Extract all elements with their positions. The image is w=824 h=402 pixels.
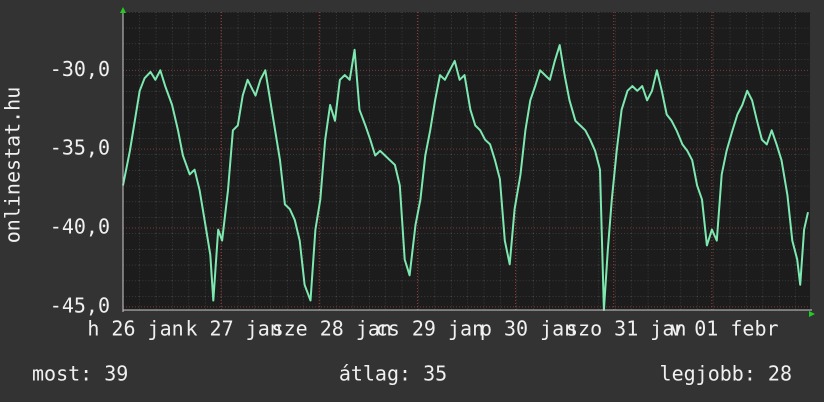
x-tick-label: k 27 jan xyxy=(185,317,281,341)
x-tick-label: v 01 febr xyxy=(670,317,778,341)
grid xyxy=(122,12,810,310)
x-arrow xyxy=(809,311,815,317)
footer-current: most: 39 xyxy=(32,362,128,386)
y-tick-label: -40,0 xyxy=(50,215,110,239)
y-tick-label: -35,0 xyxy=(50,136,110,160)
x-tick-label: cs 29 jan xyxy=(376,317,484,341)
footer-average: átlag: 35 xyxy=(339,362,447,386)
x-tick-label: szo 31 jan xyxy=(566,317,686,341)
marks xyxy=(122,44,809,311)
y-arrow xyxy=(120,7,126,13)
minor-grid xyxy=(123,12,810,310)
y-tick-label: -30,0 xyxy=(50,57,110,81)
data-line xyxy=(122,44,809,311)
x-tick-label: h 26 jan xyxy=(87,317,183,341)
x-tick-label: p 30 jan xyxy=(480,317,576,341)
y-axis-label: onlinestat.hu xyxy=(1,87,25,244)
footer-best: legjobb: 28 xyxy=(660,362,792,386)
y-tick-label: -45,0 xyxy=(50,293,110,317)
x-tick-label: sze 28 jan xyxy=(272,317,392,341)
